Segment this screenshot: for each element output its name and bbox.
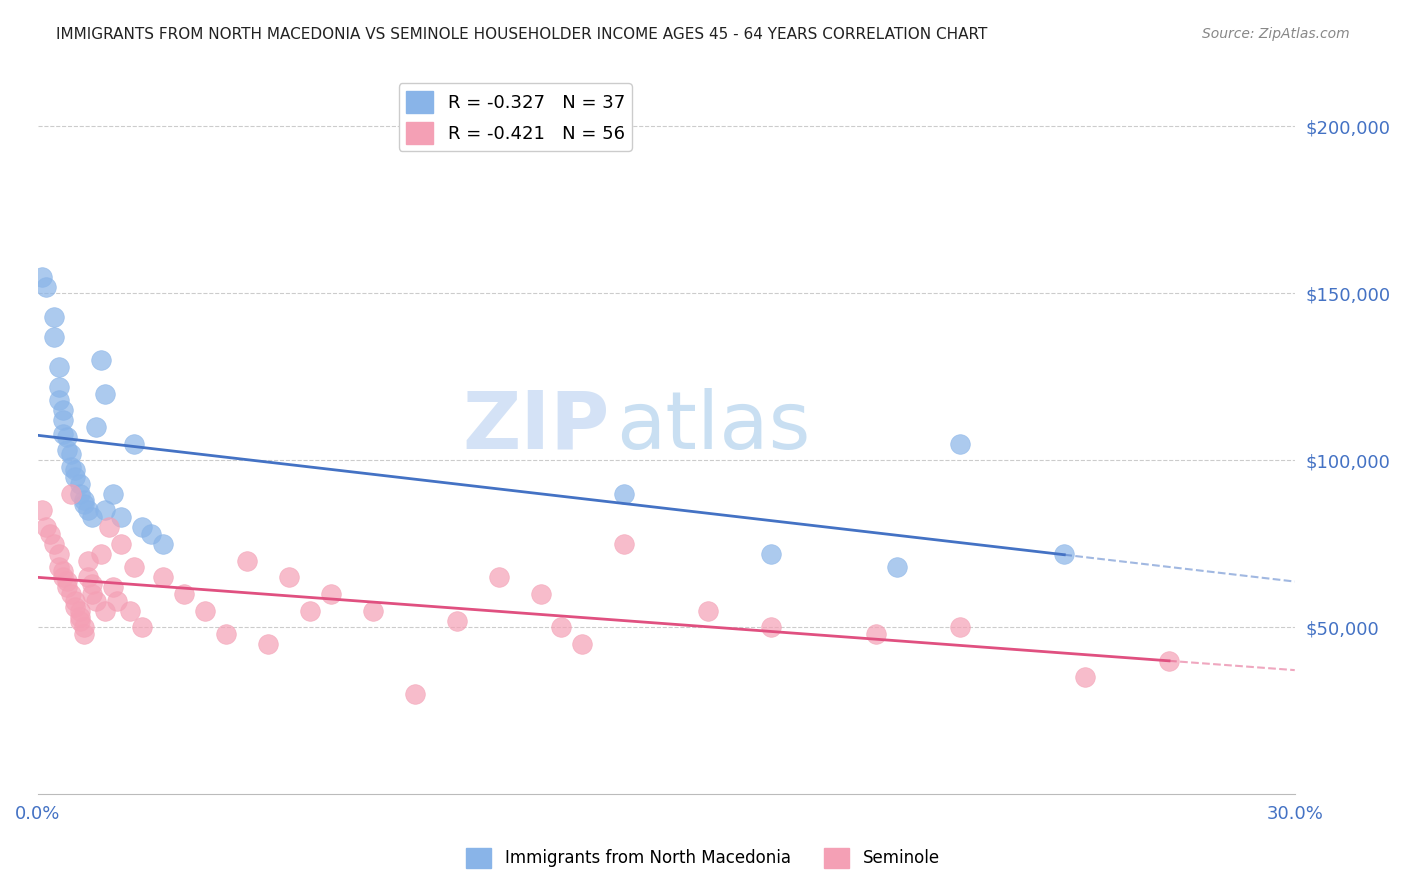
Point <box>93 386 115 401</box>
Point <box>52 564 75 578</box>
Point <box>65 593 87 607</box>
Point <box>488 570 510 584</box>
Point <box>60 487 83 501</box>
Point <box>65 463 87 477</box>
Point <box>82 587 104 601</box>
Point <box>571 637 593 651</box>
Point <box>73 493 96 508</box>
Point <box>44 310 66 324</box>
Point <box>613 487 636 501</box>
Point <box>69 487 91 501</box>
Point <box>56 430 79 444</box>
Point <box>759 547 782 561</box>
Point <box>105 593 128 607</box>
Point <box>97 520 120 534</box>
Point <box>65 470 87 484</box>
Point <box>1053 547 1076 561</box>
Point <box>1074 670 1097 684</box>
Point <box>69 614 91 628</box>
Point <box>90 547 112 561</box>
Point <box>73 620 96 634</box>
Point <box>139 526 162 541</box>
Point <box>299 604 322 618</box>
Point <box>361 604 384 618</box>
Point <box>35 279 58 293</box>
Point <box>48 380 70 394</box>
Point <box>31 269 53 284</box>
Text: ZIP: ZIP <box>463 388 610 466</box>
Point <box>90 353 112 368</box>
Point <box>44 537 66 551</box>
Point <box>56 574 79 588</box>
Point <box>1157 654 1180 668</box>
Point <box>215 627 238 641</box>
Point <box>52 413 75 427</box>
Point <box>404 687 426 701</box>
Text: atlas: atlas <box>616 388 810 466</box>
Point <box>865 627 887 641</box>
Point <box>131 520 153 534</box>
Point <box>93 503 115 517</box>
Point <box>86 593 108 607</box>
Point <box>44 330 66 344</box>
Point <box>56 580 79 594</box>
Point <box>60 460 83 475</box>
Point <box>236 553 259 567</box>
Point <box>93 604 115 618</box>
Point <box>65 600 87 615</box>
Point <box>48 359 70 374</box>
Point <box>52 426 75 441</box>
Point <box>173 587 195 601</box>
Point <box>86 420 108 434</box>
Point <box>152 570 174 584</box>
Point <box>82 577 104 591</box>
Point <box>948 436 970 450</box>
Point <box>60 587 83 601</box>
Point <box>52 403 75 417</box>
Point <box>73 627 96 641</box>
Text: Source: ZipAtlas.com: Source: ZipAtlas.com <box>1202 27 1350 41</box>
Point <box>56 443 79 458</box>
Text: IMMIGRANTS FROM NORTH MACEDONIA VS SEMINOLE HOUSEHOLDER INCOME AGES 45 - 64 YEAR: IMMIGRANTS FROM NORTH MACEDONIA VS SEMIN… <box>56 27 987 42</box>
Point <box>77 570 100 584</box>
Point <box>82 510 104 524</box>
Point <box>131 620 153 634</box>
Point <box>39 526 62 541</box>
Point <box>101 487 124 501</box>
Point <box>194 604 217 618</box>
Point <box>101 580 124 594</box>
Point <box>759 620 782 634</box>
Point <box>697 604 720 618</box>
Point <box>886 560 908 574</box>
Point <box>48 393 70 408</box>
Point <box>118 604 141 618</box>
Point <box>69 610 91 624</box>
Point <box>446 614 468 628</box>
Point <box>35 520 58 534</box>
Point <box>69 604 91 618</box>
Point <box>110 510 132 524</box>
Point <box>69 476 91 491</box>
Point <box>529 587 551 601</box>
Point <box>52 570 75 584</box>
Point <box>122 436 145 450</box>
Legend: Immigrants from North Macedonia, Seminole: Immigrants from North Macedonia, Seminol… <box>460 841 946 875</box>
Point <box>77 553 100 567</box>
Point <box>257 637 280 651</box>
Point <box>48 560 70 574</box>
Point <box>31 503 53 517</box>
Point <box>550 620 572 634</box>
Point <box>613 537 636 551</box>
Point <box>122 560 145 574</box>
Point <box>73 497 96 511</box>
Point <box>948 620 970 634</box>
Point <box>152 537 174 551</box>
Point <box>110 537 132 551</box>
Point <box>319 587 342 601</box>
Point <box>60 447 83 461</box>
Point <box>48 547 70 561</box>
Point <box>278 570 301 584</box>
Legend: R = -0.327   N = 37, R = -0.421   N = 56: R = -0.327 N = 37, R = -0.421 N = 56 <box>399 83 631 151</box>
Point <box>77 503 100 517</box>
